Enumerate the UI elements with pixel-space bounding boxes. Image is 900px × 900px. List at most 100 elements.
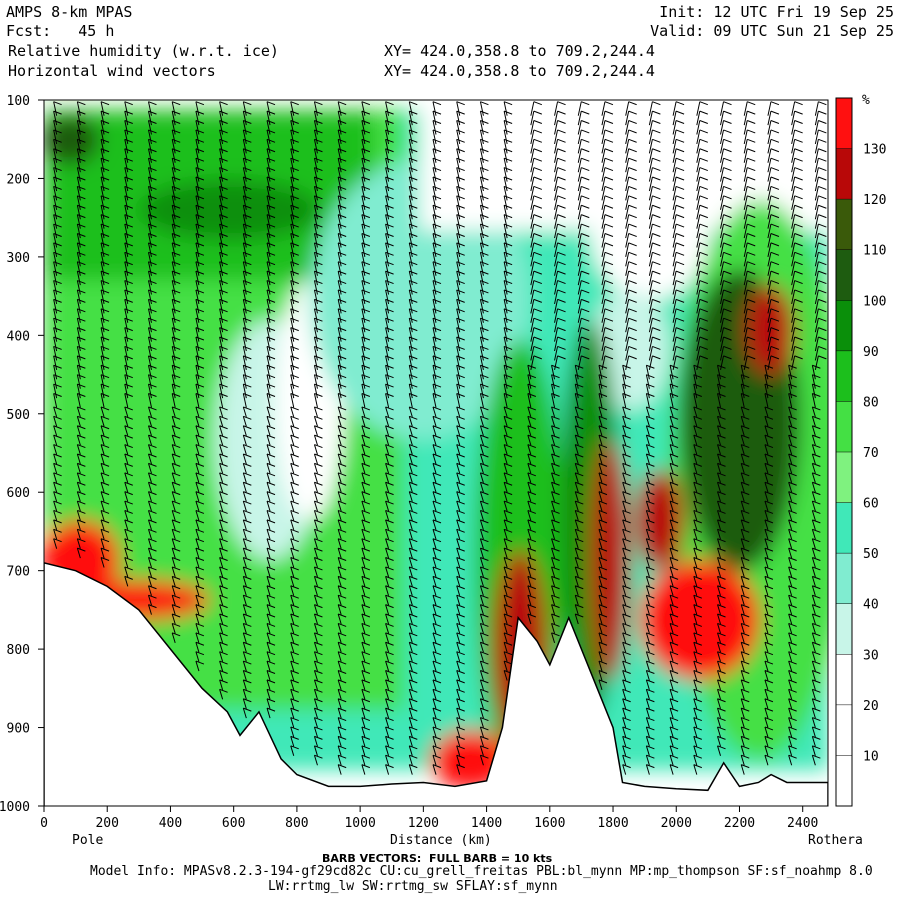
wind-barb	[764, 393, 769, 408]
wind-barb	[598, 670, 603, 681]
wind-barb-feather	[243, 251, 252, 256]
wind-barb	[408, 529, 413, 540]
wind-barb-feather	[172, 434, 181, 439]
wind-barb-feather	[699, 204, 708, 209]
wind-barb	[811, 613, 816, 625]
wind-barb-feather	[290, 632, 299, 637]
wind-barb	[693, 472, 698, 483]
wind-barb	[53, 176, 58, 192]
wind-barb	[740, 707, 745, 719]
wind-barb	[290, 698, 295, 709]
wind-barb	[669, 764, 674, 775]
wind-barb-feather	[456, 327, 465, 332]
wind-barb	[669, 519, 674, 531]
wind-barb	[53, 271, 58, 286]
wind-barb	[195, 129, 200, 145]
wind-barb-feather	[503, 364, 513, 369]
wind-barb-feather	[575, 519, 584, 524]
wind-barb-feather	[290, 613, 299, 618]
wind-barb	[432, 383, 437, 399]
wind-barb	[361, 374, 366, 389]
wind-barb-feather	[337, 261, 347, 266]
wind-barb-feather	[503, 425, 513, 430]
wind-barb	[648, 336, 653, 352]
wind-barb-feather	[266, 632, 276, 637]
wind-barb	[791, 280, 796, 295]
wind-barb	[361, 120, 366, 135]
wind-barb-feather	[581, 308, 590, 313]
wind-barb	[408, 547, 413, 559]
wind-barb-feather	[628, 345, 637, 350]
wind-barb-feather	[243, 679, 252, 684]
wind-barb	[479, 557, 484, 568]
wind-barb	[171, 139, 176, 154]
wind-barb	[574, 472, 579, 483]
wind-barb-feather	[669, 453, 679, 458]
wind-barb-feather	[764, 754, 774, 759]
wind-barb-feather	[652, 280, 661, 285]
wind-barb	[148, 406, 152, 418]
wind-barb-feather	[741, 717, 750, 722]
wind-barb-feather	[337, 632, 347, 637]
wind-barb	[791, 289, 796, 305]
wind-barb	[361, 529, 366, 540]
wind-barb-feather	[456, 270, 465, 275]
wind-barb	[669, 435, 674, 446]
wind-barb-feather	[818, 289, 827, 294]
wind-barb	[313, 557, 318, 568]
wind-barb-feather	[409, 500, 418, 505]
wind-barb-feather	[53, 195, 62, 200]
wind-barb	[743, 120, 748, 135]
wind-barb	[242, 365, 247, 380]
wind-barb-feather	[480, 345, 489, 350]
wind-barb	[337, 519, 342, 531]
wind-barb-feather	[337, 462, 347, 467]
wind-barb-feather	[503, 251, 513, 256]
wind-barb	[290, 557, 295, 568]
wind-barb	[219, 406, 224, 418]
wind-barb	[669, 576, 674, 587]
wind-barb-feather	[646, 491, 655, 496]
wind-barb-feather	[124, 547, 133, 552]
wind-barb	[290, 195, 295, 210]
wind-barb	[530, 252, 535, 267]
wind-barb-feather	[770, 327, 780, 332]
wind-barb-feather	[409, 242, 418, 247]
wind-barb-feather	[314, 481, 323, 486]
wind-barb	[408, 755, 413, 766]
wind-barb-feather	[385, 707, 394, 712]
wind-barb	[740, 435, 745, 446]
wind-barb-feather	[290, 585, 299, 590]
wind-barb	[645, 745, 650, 756]
wind-barb-feather	[148, 528, 157, 533]
wind-barb	[645, 393, 650, 408]
wind-barb	[53, 383, 58, 399]
wind-barb	[242, 252, 247, 267]
wind-barb	[791, 261, 796, 276]
wind-barb	[76, 406, 81, 418]
wind-barb	[100, 120, 105, 135]
wind-barb	[76, 158, 81, 173]
wind-barb-feather	[604, 157, 614, 162]
wind-barb-feather	[266, 670, 276, 674]
wind-barb-feather	[266, 204, 276, 209]
wind-barb-feather	[337, 557, 347, 561]
wind-barb	[601, 110, 606, 126]
wind-barb	[648, 280, 653, 295]
wind-barb	[242, 519, 247, 531]
wind-barb-feather	[598, 613, 608, 618]
wind-barb-feather	[581, 345, 590, 350]
wind-barb-feather	[628, 308, 637, 313]
wind-barb-feather	[503, 270, 513, 275]
wind-barb-feather	[361, 383, 371, 388]
x-tick-label: 1000	[344, 816, 375, 831]
wind-barb-feather	[53, 223, 62, 228]
wind-barb-feather	[337, 327, 347, 332]
wind-barb-feather	[53, 233, 62, 237]
wind-barb-feather	[622, 575, 631, 580]
wind-barb	[290, 233, 295, 248]
x-endpoint-right: Rothera	[808, 833, 863, 848]
wind-barb	[147, 252, 152, 267]
wind-barb	[479, 158, 484, 173]
wind-barb-feather	[77, 393, 86, 397]
